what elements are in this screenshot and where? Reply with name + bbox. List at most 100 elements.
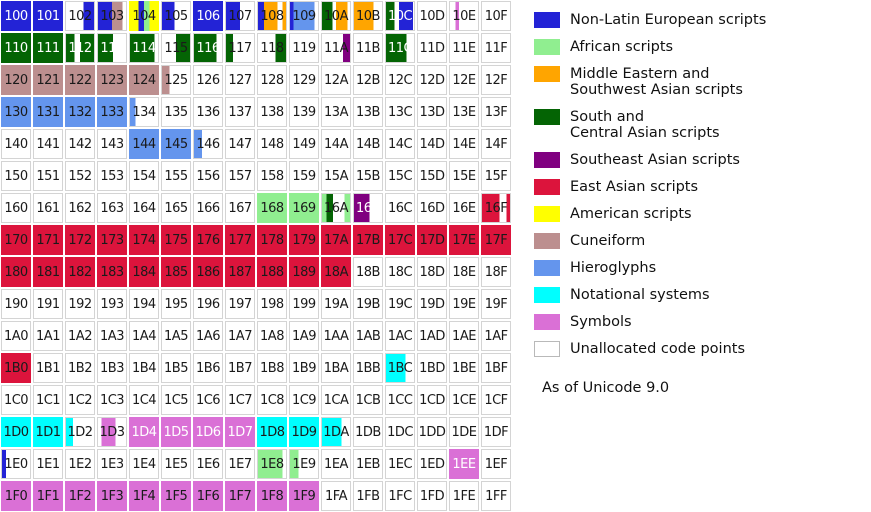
cell-1B7: 1B7 [224, 352, 256, 384]
cell-label-156: 156 [196, 168, 220, 184]
legend-item-ea: East Asian scripts [534, 179, 864, 195]
cell-label-19F: 19F [484, 296, 508, 312]
cell-177: 177 [224, 224, 256, 256]
cell-1A0: 1A0 [0, 320, 32, 352]
cell-fill-141 [33, 129, 63, 159]
cell-fill-1E2 [65, 449, 95, 479]
cell-label-133: 133 [100, 104, 124, 120]
cell-fill-1A6 [193, 321, 223, 351]
cell-label-131: 131 [36, 104, 60, 120]
cell-label-120: 120 [4, 72, 28, 88]
cell-label-19E: 19E [452, 296, 476, 312]
cell-fill-15F [481, 161, 511, 191]
cell-142: 142 [64, 128, 96, 160]
cell-1EF: 1EF [480, 448, 512, 480]
cell-1A5: 1A5 [160, 320, 192, 352]
cell-label-1C9: 1C9 [291, 392, 317, 408]
cell-fill-115 [161, 33, 191, 63]
cell-label-1CD: 1CD [419, 392, 445, 408]
cell-label-140: 140 [4, 136, 28, 152]
cell-fill-198 [257, 289, 287, 319]
cell-fill-17E [449, 225, 479, 255]
cell-fill-1C1 [33, 385, 63, 415]
legend-swatch-me [534, 66, 560, 82]
cell-129: 129 [288, 64, 320, 96]
cell-159: 159 [288, 160, 320, 192]
cell-102: 102 [64, 0, 96, 32]
cell-131: 131 [32, 96, 64, 128]
cell-1F5: 1F5 [160, 480, 192, 512]
cell-label-10E: 10E [452, 8, 476, 24]
cell-fill-1F0 [1, 481, 31, 511]
cell-146: 146 [192, 128, 224, 160]
cell-label-121: 121 [36, 72, 60, 88]
cell-15C: 15C [384, 160, 416, 192]
cell-label-1AD: 1AD [419, 328, 445, 344]
cell-fill-16A [321, 193, 351, 223]
cell-fill-1C8 [257, 385, 287, 415]
cell-label-116: 116 [196, 40, 220, 56]
cell-fill-116 [193, 33, 223, 63]
cell-1AD: 1AD [416, 320, 448, 352]
cell-label-15C: 15C [387, 168, 413, 184]
cell-label-1E1: 1E1 [36, 456, 60, 472]
cell-fill-14E [449, 129, 479, 159]
cell-label-15A: 15A [324, 168, 348, 184]
cell-label-16C: 16C [387, 200, 413, 216]
cell-fill-150 [1, 161, 31, 191]
legend-swatch-un [534, 341, 560, 357]
cell-fill-168 [257, 193, 287, 223]
cell-1D6: 1D6 [192, 416, 224, 448]
cell-fill-1A2 [65, 321, 95, 351]
cell-label-13C: 13C [387, 104, 413, 120]
cell-fill-14B [353, 129, 383, 159]
cell-178: 178 [256, 224, 288, 256]
cell-1F4: 1F4 [128, 480, 160, 512]
cell-fill-10C [385, 1, 415, 31]
cell-fill-126 [193, 65, 223, 95]
cell-label-1ED: 1ED [419, 456, 446, 472]
cell-label-191: 191 [36, 296, 60, 312]
cell-label-178: 178 [260, 232, 284, 248]
cell-label-1FC: 1FC [388, 488, 412, 504]
cell-fill-171 [33, 225, 63, 255]
cell-label-1E7: 1E7 [228, 456, 252, 472]
cell-fill-173 [97, 225, 127, 255]
cell-197: 197 [224, 288, 256, 320]
cell-label-14E: 14E [452, 136, 476, 152]
cell-label-1B8: 1B8 [260, 360, 284, 376]
cell-1EB: 1EB [352, 448, 384, 480]
cell-label-103: 103 [100, 8, 124, 24]
cell-1D1: 1D1 [32, 416, 64, 448]
cell-fill-1D4 [129, 417, 159, 447]
cell-label-1A9: 1A9 [292, 328, 316, 344]
cell-label-1BB: 1BB [355, 360, 381, 376]
cell-label-11E: 11E [452, 40, 476, 56]
cell-label-158: 158 [260, 168, 284, 184]
cell-label-1F3: 1F3 [100, 488, 124, 504]
cell-label-179: 179 [292, 232, 316, 248]
cell-126: 126 [192, 64, 224, 96]
cell-fill-1B9 [289, 353, 319, 383]
cell-fill-146 [193, 129, 223, 159]
cell-fill-1D3 [97, 417, 127, 447]
cell-174: 174 [128, 224, 160, 256]
cell-fill-1EB [353, 449, 383, 479]
legend-item-eu: Non-Latin European scripts [534, 12, 864, 28]
cell-1D8: 1D8 [256, 416, 288, 448]
cell-166: 166 [192, 192, 224, 224]
cell-label-154: 154 [132, 168, 156, 184]
cell-label-1F7: 1F7 [228, 488, 252, 504]
cell-fill-1B4 [129, 353, 159, 383]
cell-label-13E: 13E [452, 104, 476, 120]
cell-fill-107 [225, 1, 255, 31]
cell-label-186: 186 [196, 264, 220, 280]
cell-fill-15E [449, 161, 479, 191]
cell-label-12D: 12D [419, 72, 445, 88]
cell-label-11D: 11D [419, 40, 445, 56]
cell-fill-163 [97, 193, 127, 223]
cell-fill-18B [353, 257, 383, 287]
cell-fill-1AD [417, 321, 447, 351]
cell-18C: 18C [384, 256, 416, 288]
cell-15D: 15D [416, 160, 448, 192]
